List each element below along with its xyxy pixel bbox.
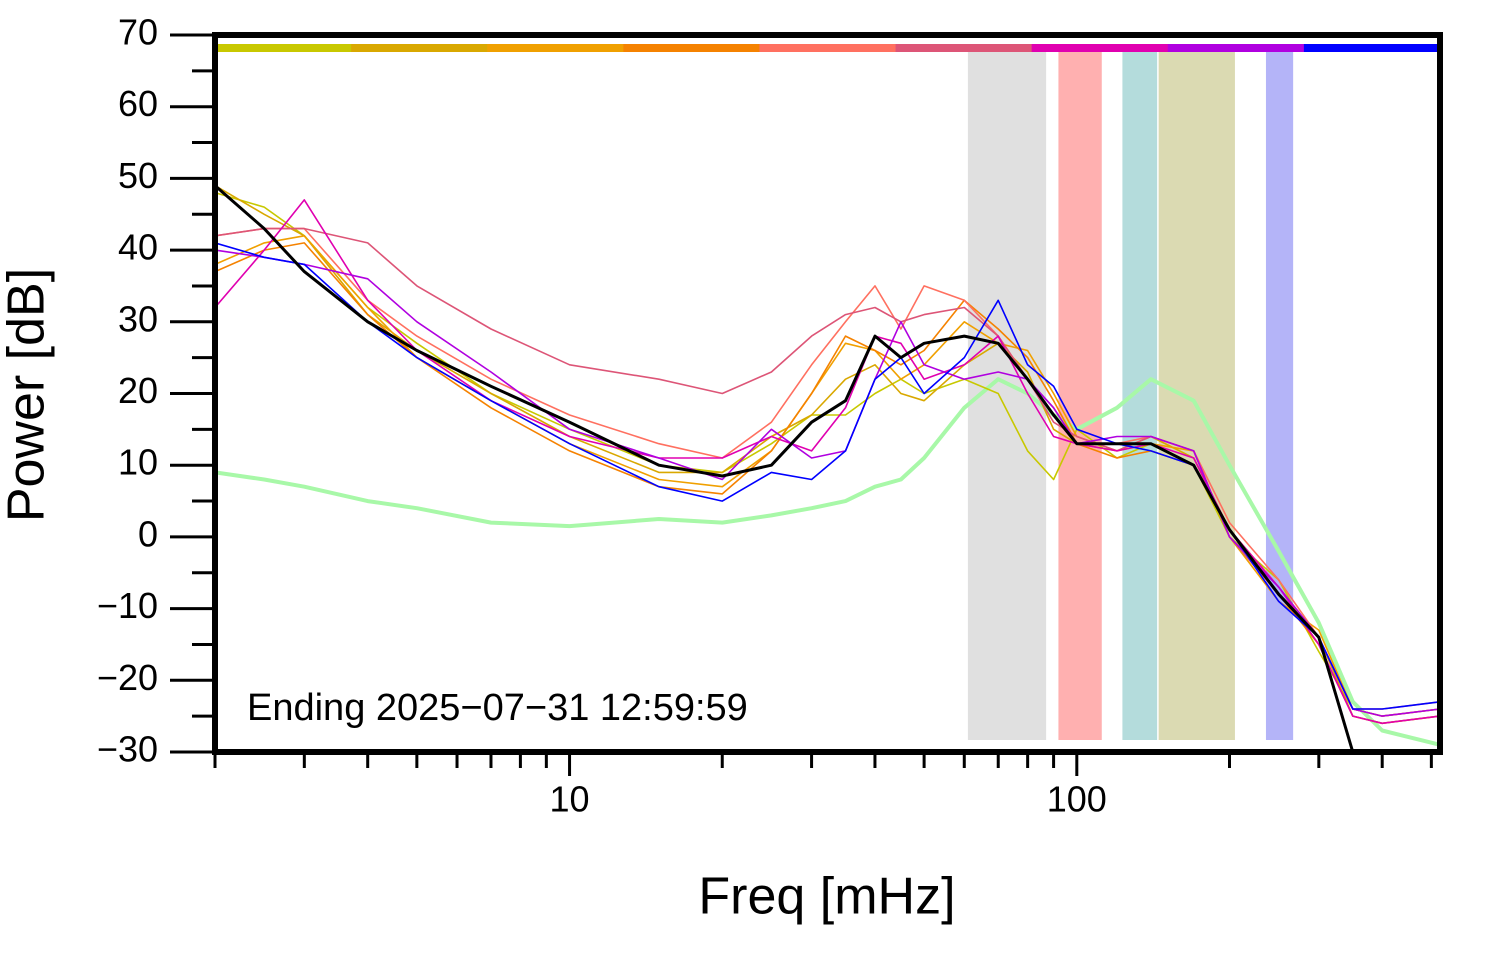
x-tick-label: 10 [550,779,590,820]
frequency-band [1158,52,1235,740]
y-tick-label: 20 [118,370,158,411]
color-bar-segment [1167,44,1305,52]
spectrum-line [215,242,1440,710]
y-tick-label: 0 [138,513,158,554]
color-bar-segment [351,44,488,52]
color-bar-segment [895,44,1033,52]
spectrum-line [215,227,1440,717]
y-tick-label: 30 [118,298,158,339]
x-tick-label: 100 [1047,779,1107,820]
spectrum-line [215,227,1440,710]
bands [967,52,1294,740]
color-bar-segment [215,44,352,52]
y-tick-label: −10 [97,585,158,626]
frequency-band [1265,52,1294,740]
axes: −30 −20 −10 0 10 20 30 40 50 60 70 10 100 [97,12,1443,820]
spectrum-line [215,242,1440,725]
spectrum-line [215,184,1355,752]
y-tick-label: 10 [118,442,158,483]
y-tick-label: 50 [118,155,158,196]
spectrum-line [215,235,1440,717]
color-bar-segment [759,44,897,52]
plot-frame [212,32,1443,755]
color-bar-segment [623,44,760,52]
frequency-band [1122,52,1158,740]
color-bar-segment [1303,44,1441,52]
spectrum-line [215,377,1440,747]
x-axis-label: Freq [mHz] [698,868,955,926]
y-tick-label: −30 [97,729,158,770]
y-tick-label: 70 [118,12,158,53]
spectrum-line [215,249,1440,717]
spectrum-line [215,199,1440,725]
annotation: Ending 2025−07−31 12:59:59 [247,687,748,729]
frequency-band [1058,52,1102,740]
y-tick-label: −20 [97,657,158,698]
y-tick-label: 40 [118,227,158,268]
color-bar-segment [487,44,624,52]
y-tick-label: 60 [118,83,158,124]
y-axis-label: Power [dB] [0,268,56,522]
color-bar-segment [1031,44,1169,52]
lines [215,184,1440,752]
